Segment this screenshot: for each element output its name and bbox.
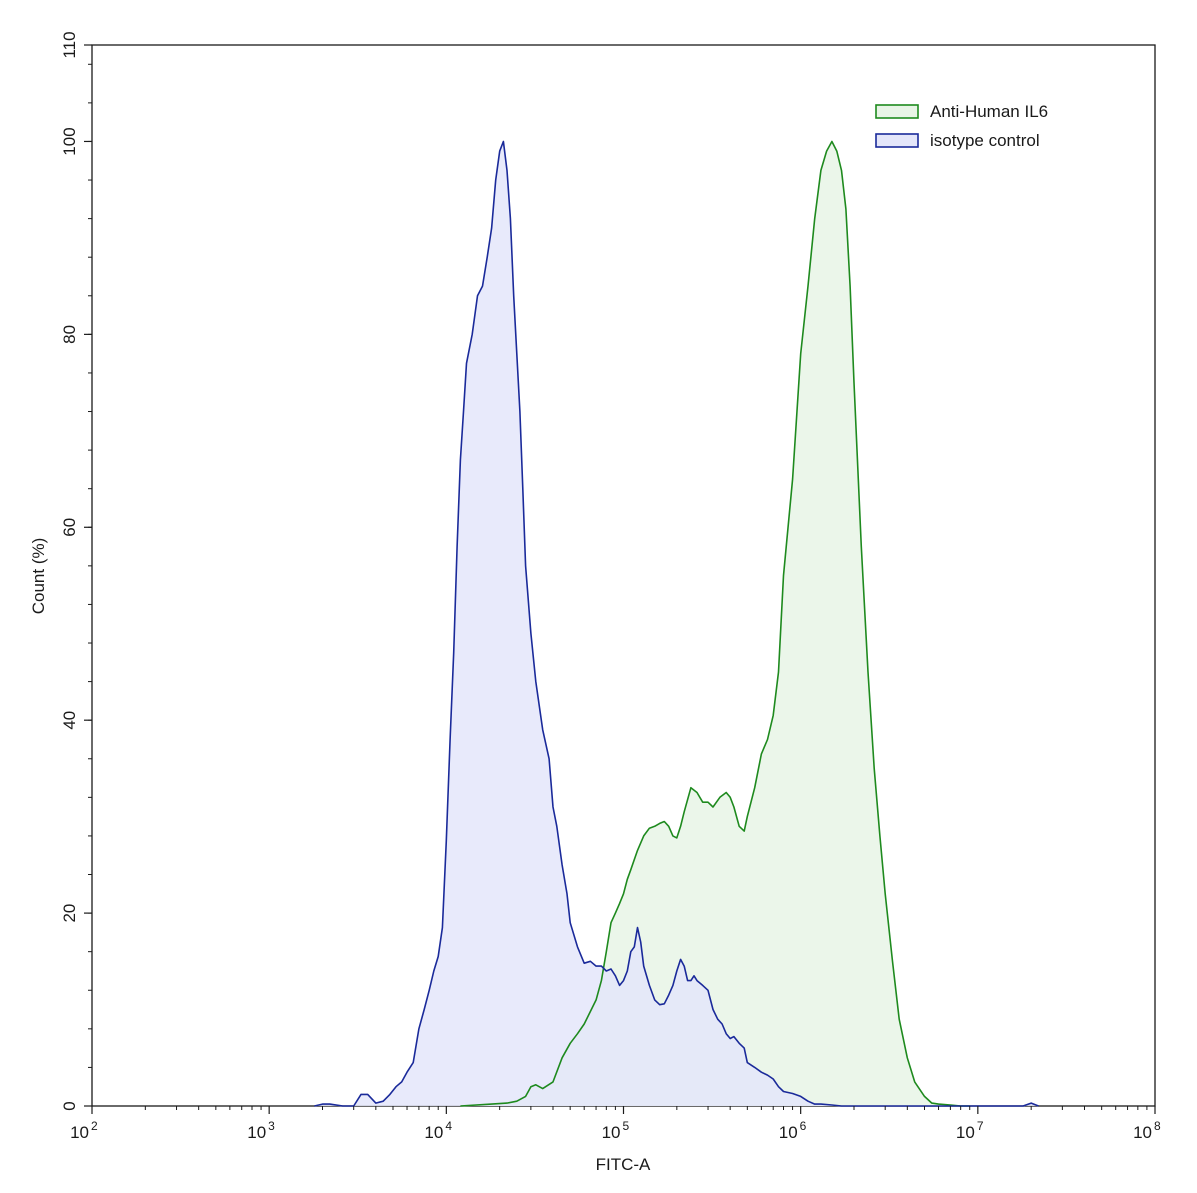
y-tick-label: 110 [60, 31, 79, 58]
x-tick-label: 10 [247, 1123, 266, 1142]
y-tick-label: 20 [60, 904, 79, 923]
y-tick-label: 100 [60, 127, 79, 155]
series-lines [314, 140, 1039, 1107]
x-tick-exponent: 3 [268, 1119, 275, 1133]
y-tick-label: 60 [60, 518, 79, 537]
y-tick-label: 40 [60, 711, 79, 730]
x-tick-exponent: 5 [623, 1119, 630, 1133]
y-tick-label: 80 [60, 325, 79, 344]
x-axis-title: FITC-A [596, 1155, 651, 1174]
legend-swatch [875, 104, 919, 119]
series-line-anti-human-il6 [460, 140, 970, 1107]
x-tick-label: 10 [956, 1123, 975, 1142]
x-tick-label: 10 [424, 1123, 443, 1142]
legend-swatch [875, 133, 919, 148]
series-line-isotype-control [314, 140, 1039, 1107]
legend: Anti-Human IL6 isotype control [875, 102, 1048, 150]
x-tick-exponent: 7 [977, 1119, 984, 1133]
y-tick-label: 0 [60, 1101, 79, 1110]
legend-label: isotype control [930, 131, 1040, 150]
x-tick-exponent: 2 [91, 1119, 98, 1133]
x-tick-label: 10 [70, 1123, 89, 1142]
series-area-isotype-control [314, 141, 1039, 1106]
x-tick-label: 10 [602, 1123, 621, 1142]
series-area-anti-human-il6 [460, 141, 970, 1106]
x-tick-label: 10 [779, 1123, 798, 1142]
x-tick-label: 10 [1133, 1123, 1152, 1142]
legend-label: Anti-Human IL6 [930, 102, 1048, 121]
y-axis-title: Count (%) [29, 538, 48, 615]
series-fills [314, 141, 1039, 1106]
x-tick-exponent: 4 [445, 1119, 452, 1133]
x-tick-exponent: 8 [1154, 1119, 1161, 1133]
x-tick-exponent: 6 [800, 1119, 807, 1133]
